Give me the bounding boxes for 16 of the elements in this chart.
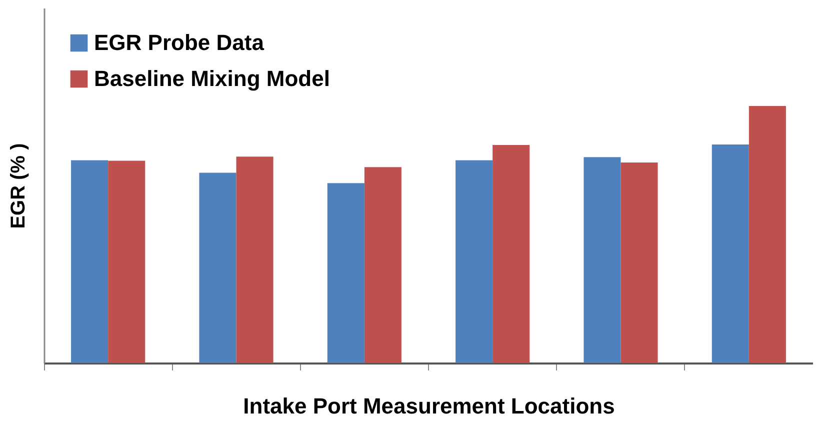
- y-axis-title: EGR (% ): [8, 143, 30, 229]
- bar: [71, 160, 108, 363]
- legend-label: Baseline Mixing Model: [94, 66, 330, 91]
- bar: [748, 106, 786, 363]
- x-axis-title: Intake Port Measurement Locations: [243, 394, 615, 418]
- bar: [199, 172, 236, 363]
- bar: [584, 157, 621, 363]
- bar: [456, 160, 493, 363]
- bar: [492, 145, 530, 363]
- bar: [712, 144, 749, 363]
- bar: [620, 162, 658, 363]
- bar: [327, 183, 364, 363]
- bar: [236, 156, 274, 363]
- legend-label: EGR Probe Data: [94, 30, 265, 55]
- bar: [108, 160, 146, 363]
- bar: [364, 167, 402, 363]
